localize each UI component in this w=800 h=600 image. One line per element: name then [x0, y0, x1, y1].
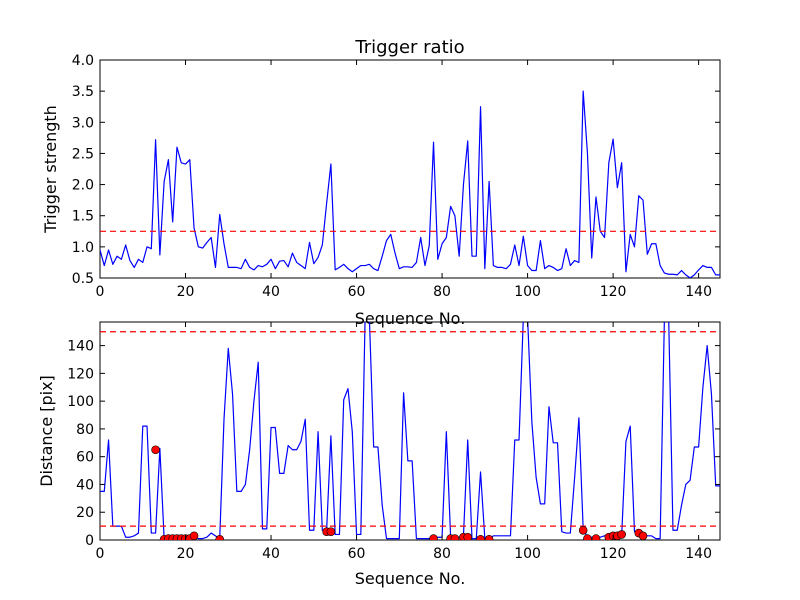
x-tick-label: 100: [514, 284, 541, 300]
x-tick-label: 100: [514, 546, 541, 562]
x-tick-label: 80: [433, 546, 451, 562]
scatter-point: [638, 531, 648, 540]
x-tick-label: 20: [177, 546, 195, 562]
series-line: [100, 90, 720, 278]
y-tick-label: 2.5: [72, 146, 94, 162]
scatter-point: [583, 534, 592, 540]
y-axis-label: Distance [pix]: [37, 375, 56, 487]
scatter-point: [463, 532, 473, 540]
scatter-point: [617, 530, 626, 539]
x-tick-label: 0: [96, 546, 105, 562]
scatter-point: [484, 535, 494, 540]
y-tick-label: 4.0: [72, 53, 94, 69]
scatter-point: [326, 527, 336, 536]
x-tick-label: 140: [685, 284, 712, 300]
x-tick-label: 40: [262, 284, 280, 300]
plot-frame: [99, 59, 721, 279]
x-axis-label: Sequence No.: [355, 569, 466, 588]
y-axis-label: Trigger strength: [41, 105, 60, 234]
x-axis-label: Sequence No.: [355, 309, 466, 328]
y-tick-label: 2.0: [72, 178, 94, 194]
scatter-point: [450, 534, 460, 540]
y-tick-label: 60: [76, 450, 94, 466]
y-tick-label: 3.0: [72, 115, 94, 131]
y-tick-label: 1.5: [72, 209, 94, 225]
x-tick-label: 0: [96, 284, 105, 300]
y-tick-label: 140: [67, 339, 94, 355]
scatter-point: [476, 535, 485, 540]
x-tick-label: 20: [177, 284, 195, 300]
y-tick-label: 80: [76, 422, 94, 438]
y-tick-label: 120: [67, 366, 94, 382]
x-tick-label: 40: [262, 546, 280, 562]
distance-plot: 0 20 40 60 80 100 120 140 0 20 40 60 80 100 120 140 Seq…: [37, 321, 721, 588]
scatter-point: [591, 534, 601, 540]
scatter-point: [151, 445, 160, 455]
x-tick-label: 120: [600, 546, 627, 562]
x-tick-label: 80: [433, 284, 451, 300]
scatter-point: [215, 535, 225, 540]
x-tick-label: 120: [600, 284, 627, 300]
y-tick-label: 0: [85, 533, 94, 549]
scatter-point: [189, 531, 199, 540]
y-tick-label: 100: [67, 394, 94, 410]
y-tick-label: 0.5: [72, 271, 94, 287]
scatter-point: [429, 534, 438, 540]
plot-frame: [99, 321, 721, 541]
trigger-ratio-plot: Trigger ratio 0 20 40 60 80 100 120 140 0.5 1.0 1.…: [41, 37, 721, 328]
y-tick-label: 40: [76, 477, 94, 493]
y-tick-label: 20: [76, 505, 94, 521]
x-tick-label: 60: [348, 284, 366, 300]
y-tick-label: 1.0: [72, 240, 94, 256]
y-tick-label: 3.5: [72, 84, 94, 100]
scatter-point: [578, 525, 588, 535]
chart-title: Trigger ratio: [354, 37, 464, 58]
x-tick-label: 60: [348, 546, 366, 562]
x-tick-label: 140: [685, 546, 712, 562]
